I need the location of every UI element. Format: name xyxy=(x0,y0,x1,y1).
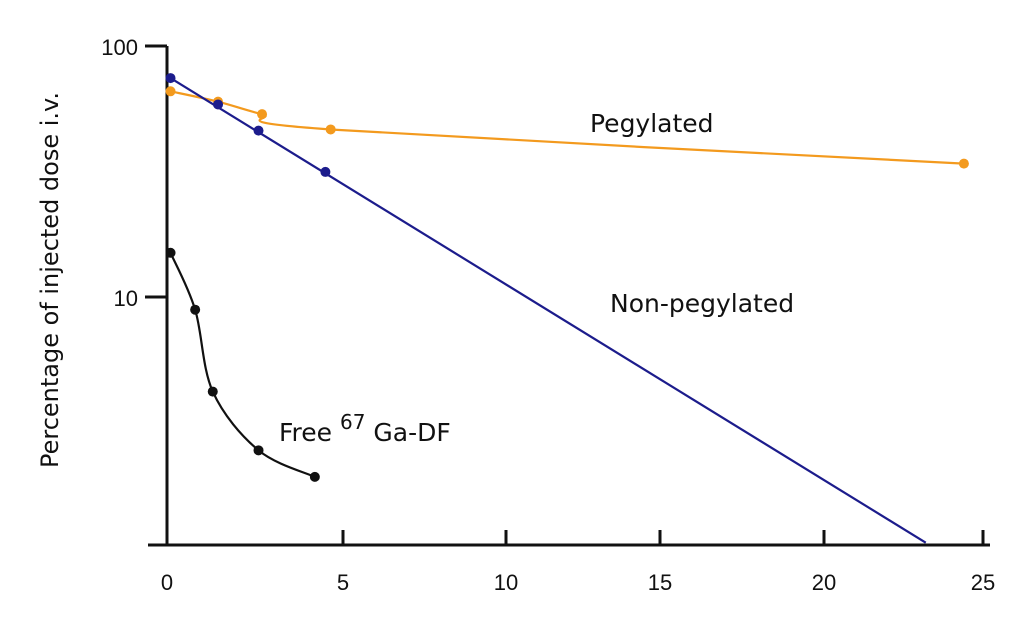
y-tick-label-100: 100 xyxy=(101,35,138,60)
point-non-pegylated xyxy=(165,73,176,84)
series-free-67-ga-df xyxy=(165,247,320,482)
x-tick-label-0: 0 xyxy=(161,570,173,595)
point-pegylated xyxy=(257,109,268,120)
point-pegylated xyxy=(325,124,336,135)
x-tick-label-25: 25 xyxy=(971,570,995,595)
x-ticks: 0 5 10 15 20 25 xyxy=(161,530,995,595)
line-pegylated xyxy=(170,90,964,165)
point-free-67-ga-df xyxy=(207,386,218,397)
x-tick-label-10: 10 xyxy=(494,570,518,595)
label-free-sup: 67 xyxy=(340,410,365,434)
point-free-67-ga-df xyxy=(190,304,201,315)
series-non-pegylated xyxy=(165,73,927,544)
label-free-suffix: Ga-DF xyxy=(365,418,450,447)
point-non-pegylated xyxy=(253,125,264,136)
point-free-67-ga-df xyxy=(165,247,176,258)
series-pegylated xyxy=(165,86,969,169)
label-free-ga-df: Free 67 Ga-DF xyxy=(279,410,451,447)
y-tick-label-10: 10 xyxy=(114,286,138,311)
label-non-pegylated: Non-pegylated xyxy=(610,289,794,318)
x-tick-label-15: 15 xyxy=(648,570,672,595)
line-non-pegylated xyxy=(169,77,927,544)
label-pegylated: Pegylated xyxy=(590,109,714,138)
x-tick-label-20: 20 xyxy=(812,570,836,595)
point-non-pegylated xyxy=(213,99,224,110)
series xyxy=(165,73,969,544)
point-free-67-ga-df xyxy=(309,471,320,482)
point-non-pegylated xyxy=(320,166,331,177)
point-pegylated xyxy=(165,86,176,97)
label-free-prefix: Free xyxy=(279,418,340,447)
point-free-67-ga-df xyxy=(253,445,264,456)
x-tick-label-5: 5 xyxy=(337,570,349,595)
axes: 100 10 Percentage of injected dose i.v. xyxy=(36,35,990,547)
point-pegylated xyxy=(958,158,969,169)
y-axis-label: Percentage of injected dose i.v. xyxy=(36,92,64,468)
